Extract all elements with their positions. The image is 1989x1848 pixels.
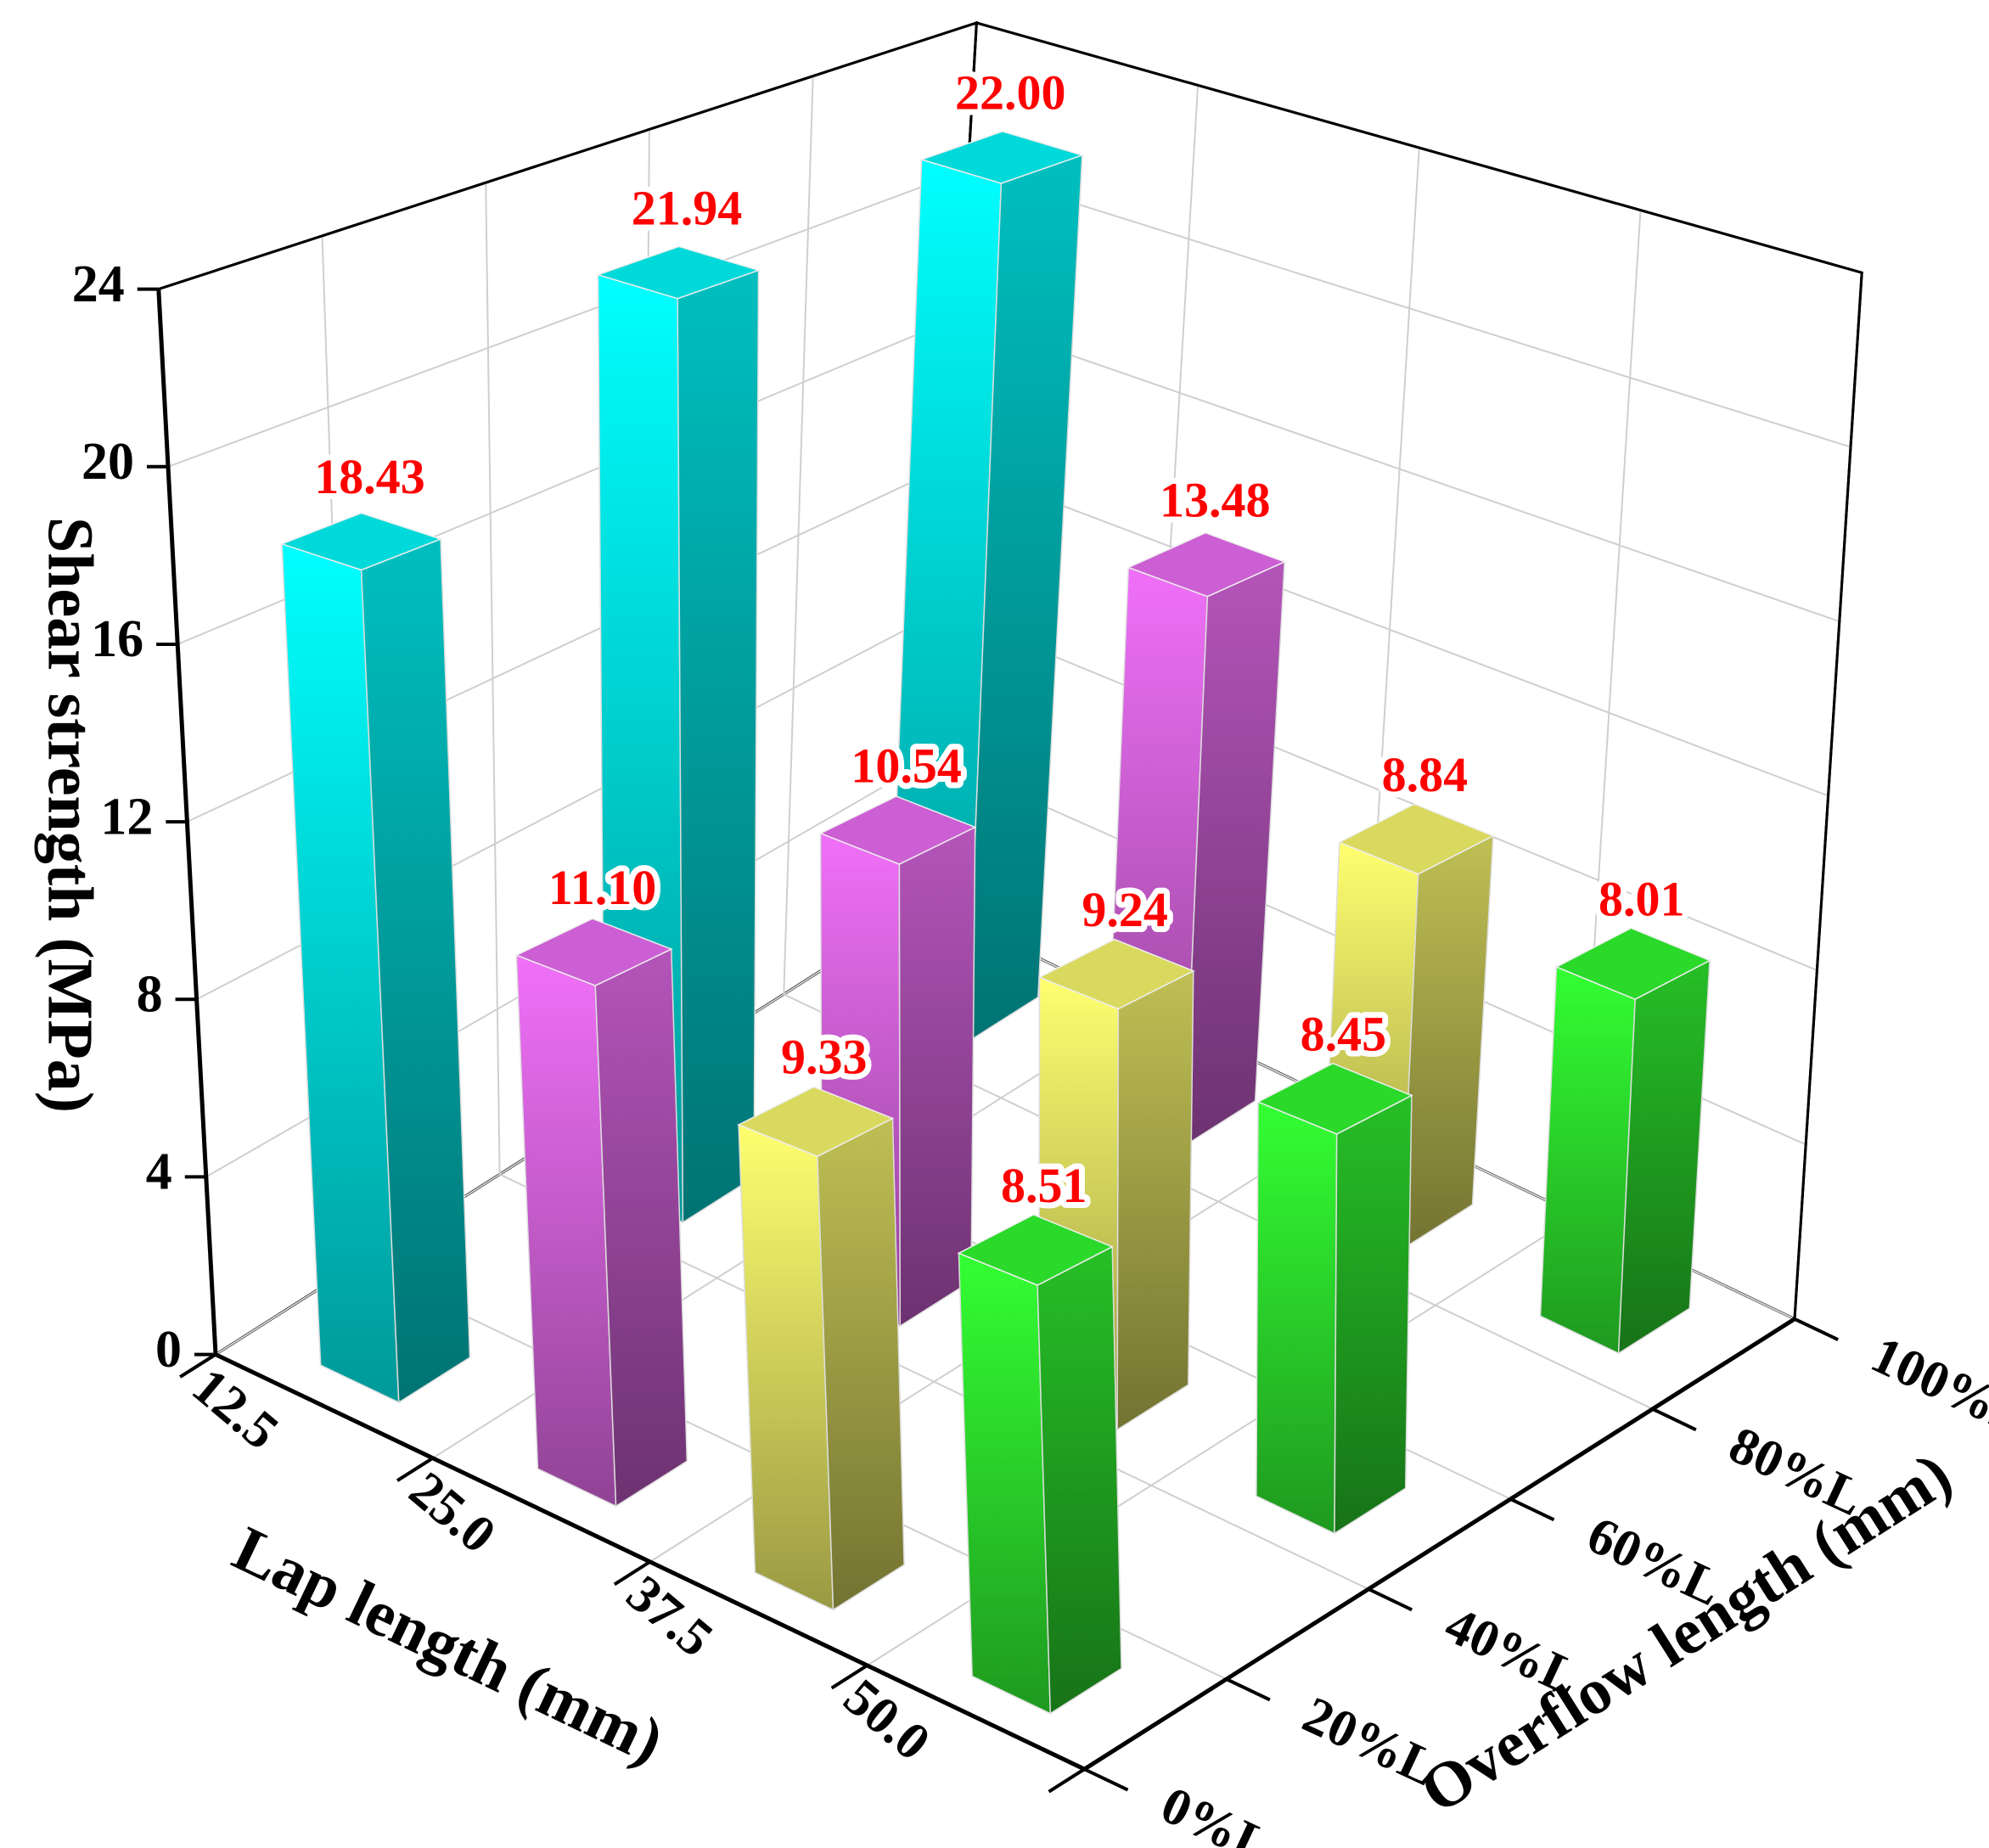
bar-left-face (958, 1252, 1052, 1715)
value-label: 10.54 (851, 738, 962, 793)
bar-top (1554, 927, 1711, 1001)
z-tick (1794, 1317, 1840, 1341)
bar (1539, 927, 1711, 1355)
y-tick-label: 24 (72, 256, 125, 313)
z-tick (1651, 1407, 1697, 1432)
z-tick-label: 0%L (1153, 1776, 1281, 1848)
bar-left-face (1256, 1100, 1338, 1535)
z-tick (1225, 1677, 1271, 1702)
z-tick-label: 40%L (1436, 1596, 1588, 1708)
bar-top (1127, 531, 1287, 598)
value-label: 11.10 (548, 860, 656, 915)
y-tick-label: 20 (81, 433, 134, 491)
value-label: 13.48 (1160, 473, 1271, 528)
y-tick-label: 8 (137, 966, 163, 1024)
bar-top (596, 245, 761, 300)
y-tick-label: 0 (155, 1321, 182, 1379)
bar (737, 1086, 905, 1611)
bar-right-face (1116, 969, 1194, 1431)
x-tick (179, 1352, 217, 1379)
bar (1105, 531, 1287, 1148)
value-label: 8.45 (1301, 1007, 1387, 1062)
bar (957, 1214, 1122, 1715)
value-label: 18.43 (314, 449, 425, 504)
x-tick (830, 1664, 868, 1690)
x-tick (1048, 1767, 1086, 1794)
x-tick (613, 1560, 651, 1587)
x-tick (396, 1457, 434, 1482)
y-axis-title: Shear strength (MPa) (35, 517, 106, 1113)
value-label: 8.51 (1001, 1158, 1087, 1213)
frame-line (158, 21, 1863, 1319)
bar (1256, 1062, 1413, 1535)
y-tick-label: 4 (146, 1143, 172, 1201)
bar-right-face (1334, 1094, 1413, 1535)
y-tick-label: 16 (91, 610, 143, 668)
bar-top (514, 918, 673, 986)
bar-right-face (817, 1117, 905, 1611)
value-label: 9.24 (1082, 882, 1168, 937)
x-axis-title: Lap length (mm) (222, 1513, 674, 1778)
z-tick-label: 80%L (1721, 1416, 1873, 1528)
z-tick-label: 20%L (1295, 1686, 1447, 1798)
bar-top (1037, 938, 1195, 1010)
bar-top (919, 131, 1085, 184)
bar-top (1256, 1062, 1413, 1135)
bar-right-face (1037, 1245, 1122, 1715)
bar (279, 512, 471, 1404)
z-tick (1368, 1587, 1413, 1612)
value-label: 9.33 (781, 1030, 868, 1085)
z-tick-label: 60%L (1579, 1506, 1731, 1618)
bar-top (957, 1214, 1114, 1286)
z-tick-label: 100%L (1863, 1326, 1989, 1449)
value-label: 21.94 (632, 180, 743, 235)
axis-line (156, 289, 1796, 1772)
value-label: 22.00 (955, 65, 1066, 121)
bar-top (818, 795, 977, 865)
z-tick (1083, 1767, 1129, 1792)
bar (514, 918, 688, 1508)
bar-right-face (677, 269, 760, 1224)
value-label: 8.84 (1382, 747, 1469, 802)
value-label: 8.01 (1599, 872, 1685, 927)
z-tick (1509, 1497, 1555, 1522)
bar-top (279, 512, 443, 571)
y-tick-label: 12 (100, 788, 153, 845)
bar-top (1337, 803, 1495, 875)
bar-top (737, 1086, 895, 1158)
